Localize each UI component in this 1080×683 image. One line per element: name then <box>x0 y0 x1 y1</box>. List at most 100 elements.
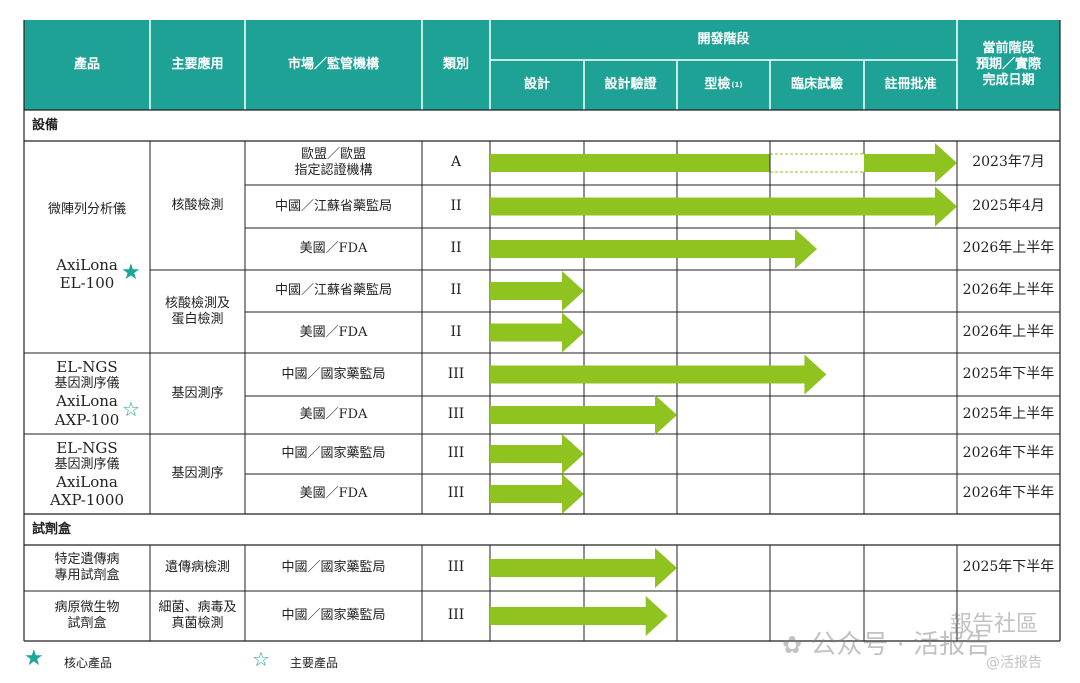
completion-date-cell: 2025年上半年 <box>962 406 1055 423</box>
market-cell: 中國／江蘇省藥監局 <box>245 185 422 228</box>
category-cell: A <box>450 154 462 171</box>
market-line: 中國／江蘇省藥監局 <box>274 283 392 299</box>
market-cell: 美國／FDA <box>245 474 422 514</box>
product-el100-type: 微陣列分析儀 <box>47 201 126 217</box>
market-line: 美國／FDA <box>299 241 368 257</box>
market-line: 中國／國家藥監局 <box>281 366 386 382</box>
kit2-line1: 病原微生物 <box>54 600 120 616</box>
product-axp1000-brand: AxiLona <box>56 472 118 491</box>
category-cell: II <box>450 323 462 340</box>
header-current-stage: 當前階段 預期／實際 完成日期 <box>957 20 1060 110</box>
header-application: 主要應用 <box>171 57 224 73</box>
product-axp100-series: EL-NGS <box>56 358 118 377</box>
application-nucleic-protein: 核酸檢測及 蛋白檢測 <box>150 270 245 353</box>
completion-date-cell: 2026年上半年 <box>962 323 1055 340</box>
watermark-main-text: 公众号 · 活报告 <box>810 630 992 660</box>
market-cell: 歐盟／歐盟 指定認證機構 <box>245 141 422 185</box>
app2-line1: 核酸檢測及 <box>164 295 230 311</box>
category-cell: III <box>447 445 465 462</box>
legend-core-label: 核心產品 <box>64 656 113 670</box>
progress-arrow <box>490 434 584 474</box>
legend-core-star-icon: ★ <box>24 646 44 671</box>
header-stage-registration: 註冊批准 <box>884 77 937 93</box>
market-cell: 中國／江蘇省藥監局 <box>245 270 422 312</box>
core-product-star-icon: ★ <box>121 260 141 285</box>
progress-arrow <box>490 354 827 395</box>
header-dev-stage: 開發階段 <box>697 32 750 48</box>
header-stage-type-test: 型檢 (1) <box>677 60 770 110</box>
completion-date-cell: 2026年下半年 <box>962 445 1055 462</box>
market-cell: 中國／國家藥監局 <box>245 545 422 591</box>
category-cell: III <box>447 607 465 624</box>
product-axp100-type: 基因測序儀 <box>54 376 120 392</box>
header-category: 類別 <box>442 57 469 73</box>
category-cell: II <box>450 282 462 299</box>
market-line: 中國／江蘇省藥監局 <box>274 198 392 214</box>
application-sequencing-1: 基因測序 <box>171 385 224 401</box>
header-current-line1: 當前階段 <box>982 41 1035 57</box>
market-line: 中國／國家藥監局 <box>281 608 386 624</box>
section-kits: 試劑盒 <box>32 521 72 537</box>
market-line: 歐盟／歐盟 <box>300 147 366 163</box>
product-axilona-el100: 微陣列分析儀 AxiLona EL-100 <box>24 141 150 353</box>
market-line: 美國／FDA <box>299 324 368 340</box>
market-line: 中國／國家藥監局 <box>281 560 386 576</box>
completion-date-cell: 2026年上半年 <box>962 240 1055 257</box>
category-cell: III <box>447 406 465 423</box>
header-stage-clinical: 臨床試驗 <box>790 77 843 93</box>
legend-major-label: 主要產品 <box>290 656 339 670</box>
kit1-line2: 專用試劑盒 <box>54 568 120 583</box>
completion-date-cell: 2025年下半年 <box>962 365 1055 382</box>
application-nucleic: 核酸檢測 <box>171 197 224 213</box>
progress-arrow <box>490 229 817 269</box>
header-market: 市場／監管機構 <box>287 57 379 73</box>
application-sequencing-2: 基因測序 <box>171 466 224 482</box>
wechat-icon: ✿ <box>782 631 803 659</box>
watermark-community: 報告社區 <box>950 612 1039 637</box>
progress-arrow <box>490 395 677 435</box>
market-line: 美國／FDA <box>299 407 368 423</box>
completion-date-cell: 2025年4月 <box>972 197 1045 214</box>
footnote-marker: (1) <box>731 80 743 89</box>
product-axp100-model: AXP-100 <box>54 410 120 429</box>
application-genetic-disease: 遺傳病檢測 <box>164 560 230 576</box>
progress-arrow <box>490 548 677 588</box>
completion-date-cell: 2026年下半年 <box>962 485 1055 502</box>
market-cell: 中國／國家藥監局 <box>245 353 422 396</box>
app6-line2: 真菌檢測 <box>171 616 224 631</box>
progress-arrow <box>490 186 957 227</box>
progress-arrow <box>490 143 957 183</box>
product-axp1000-series: EL-NGS <box>56 438 118 457</box>
completion-date-cell: 2023年7月 <box>972 154 1045 171</box>
header-current-line3: 完成日期 <box>982 72 1035 88</box>
market-cell: 中國／國家藥監局 <box>245 591 422 641</box>
completion-date-cell: 2025年下半年 <box>962 559 1055 576</box>
header-stage-verification: 設計驗證 <box>604 77 657 93</box>
app2-line2: 蛋白檢測 <box>171 311 224 327</box>
product-axilona-axp1000: EL-NGS 基因測序儀 AxiLona AXP-1000 <box>24 434 150 514</box>
progress-arrow <box>490 474 584 514</box>
legend-major-star-icon: ☆ <box>252 647 270 671</box>
stage-type-test-label: 型檢 <box>704 77 731 93</box>
market-line: 中國／國家藥監局 <box>281 446 386 462</box>
category-cell: II <box>450 197 462 214</box>
category-cell: III <box>447 365 465 382</box>
product-axp1000-model: AXP-1000 <box>49 491 125 510</box>
market-line: 指定認證機構 <box>294 163 373 178</box>
kit2-line2: 試劑盒 <box>67 616 107 631</box>
category-cell: II <box>450 240 462 257</box>
header-product: 產品 <box>73 57 100 73</box>
app6-line1: 細菌、病毒及 <box>158 600 237 616</box>
kit1-line1: 特定遺傳病 <box>54 552 120 568</box>
market-cell: 美國／FDA <box>245 312 422 353</box>
product-el100-model: EL-100 <box>59 273 115 292</box>
product-axp1000-type: 基因測序儀 <box>54 456 120 472</box>
product-axp100-brand: AxiLona <box>56 392 118 411</box>
header-current-line2: 預期／實際 <box>975 57 1041 73</box>
major-product-star-icon: ☆ <box>122 397 140 421</box>
product-pathogen-kit: 病原微生物 試劑盒 <box>24 591 150 641</box>
header-stage-design: 設計 <box>523 77 550 93</box>
progress-arrow <box>490 596 668 636</box>
category-cell: III <box>447 485 465 502</box>
